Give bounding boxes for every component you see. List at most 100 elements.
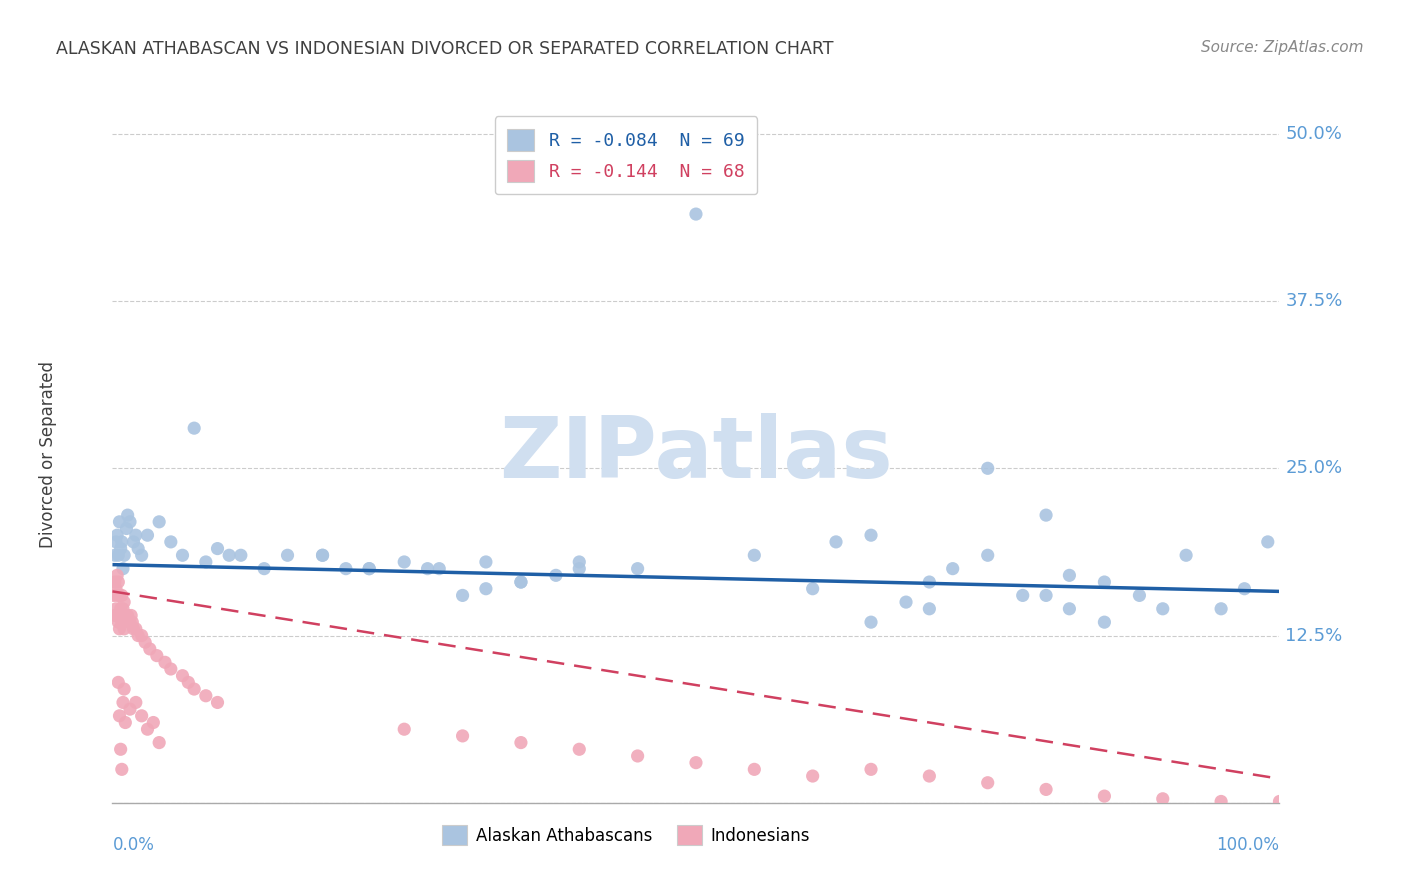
Point	[127, 628, 149, 642]
Point	[742, 548, 765, 563]
Point	[253, 562, 276, 576]
Point	[111, 589, 134, 603]
Point	[1035, 589, 1057, 603]
Point	[112, 595, 135, 609]
Point	[359, 562, 381, 576]
Point	[108, 515, 131, 529]
Point	[183, 681, 205, 696]
Point	[104, 548, 127, 563]
Point	[627, 562, 650, 576]
Point	[685, 756, 707, 770]
Point	[229, 548, 252, 563]
Point	[121, 615, 143, 630]
Point	[311, 548, 333, 563]
Point	[117, 508, 139, 523]
Point	[122, 622, 145, 636]
Text: ALASKAN ATHABASCAN VS INDONESIAN DIVORCED OR SEPARATED CORRELATION CHART: ALASKAN ATHABASCAN VS INDONESIAN DIVORCE…	[56, 40, 834, 58]
Point	[111, 615, 134, 630]
Point	[1257, 535, 1279, 549]
Point	[801, 582, 824, 596]
Point	[110, 602, 132, 616]
Point	[148, 735, 170, 749]
Point	[416, 562, 439, 576]
Point	[111, 696, 134, 710]
Point	[111, 535, 134, 549]
Point	[194, 689, 217, 703]
Point	[125, 622, 148, 636]
Point	[742, 762, 765, 776]
Point	[134, 635, 156, 649]
Point	[1059, 568, 1081, 582]
Point	[125, 528, 148, 542]
Point	[131, 548, 153, 563]
Point	[107, 675, 129, 690]
Point	[114, 608, 136, 623]
Point	[111, 602, 134, 616]
Point	[115, 521, 138, 535]
Text: 12.5%: 12.5%	[1285, 626, 1343, 645]
Point	[568, 742, 591, 756]
Point	[111, 762, 134, 776]
Point	[104, 582, 127, 596]
Point	[976, 548, 998, 563]
Point	[104, 608, 127, 623]
Point	[114, 715, 136, 730]
Point	[120, 608, 142, 623]
Point	[104, 602, 127, 616]
Point	[859, 762, 883, 776]
Text: 0.0%: 0.0%	[112, 837, 155, 855]
Point	[1233, 582, 1256, 596]
Point	[1268, 795, 1291, 808]
Point	[105, 528, 128, 542]
Point	[509, 735, 531, 749]
Point	[136, 528, 159, 542]
Point	[172, 669, 194, 683]
Point	[148, 515, 170, 529]
Point	[118, 615, 141, 630]
Legend: Alaskan Athabascans, Indonesians: Alaskan Athabascans, Indonesians	[434, 816, 818, 854]
Point	[311, 548, 333, 563]
Point	[118, 515, 141, 529]
Point	[117, 608, 139, 623]
Point	[1092, 615, 1115, 630]
Point	[859, 528, 883, 542]
Point	[111, 562, 134, 576]
Text: ZIPatlas: ZIPatlas	[499, 413, 893, 497]
Point	[825, 535, 848, 549]
Point	[136, 723, 159, 737]
Point	[183, 421, 205, 435]
Point	[976, 775, 998, 790]
Point	[685, 207, 707, 221]
Point	[918, 769, 941, 783]
Point	[568, 562, 591, 576]
Point	[142, 715, 165, 730]
Point	[568, 555, 591, 569]
Text: Source: ZipAtlas.com: Source: ZipAtlas.com	[1201, 40, 1364, 55]
Point	[1175, 548, 1198, 563]
Point	[194, 555, 217, 569]
Point	[392, 723, 416, 737]
Point	[1209, 795, 1232, 808]
Point	[509, 575, 531, 590]
Point	[131, 628, 153, 642]
Point	[1059, 602, 1081, 616]
Point	[118, 702, 141, 716]
Point	[276, 548, 298, 563]
Point	[172, 548, 194, 563]
Point	[207, 541, 229, 556]
Point	[110, 541, 132, 556]
Point	[544, 568, 567, 582]
Point	[115, 608, 138, 623]
Point	[894, 595, 917, 609]
Point	[1092, 575, 1115, 590]
Point	[107, 615, 129, 630]
Point	[1152, 602, 1174, 616]
Point	[918, 575, 941, 590]
Point	[509, 575, 531, 590]
Point	[105, 589, 128, 603]
Point	[127, 541, 149, 556]
Point	[942, 562, 965, 576]
Point	[139, 642, 162, 657]
Point	[112, 622, 135, 636]
Point	[335, 562, 357, 576]
